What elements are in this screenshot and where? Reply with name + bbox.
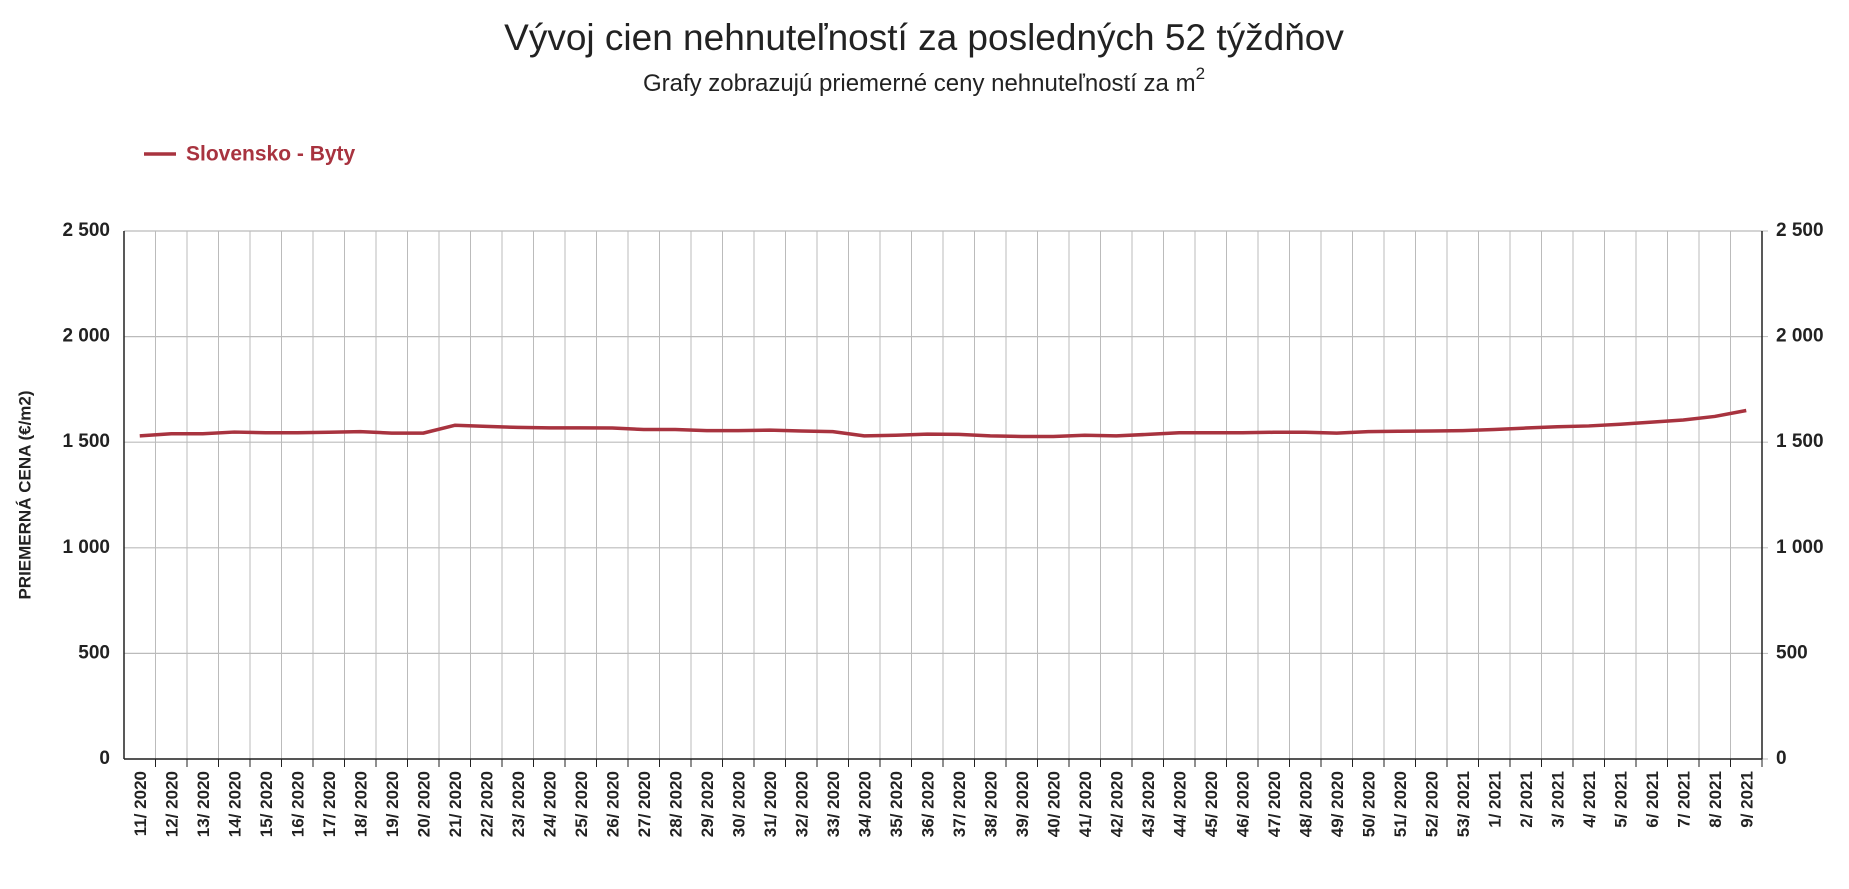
x-tick-label: 5/ 2021	[1611, 771, 1630, 828]
x-tick-label: 40/ 2020	[1044, 771, 1063, 837]
y2-tick-label: 1 000	[1776, 537, 1824, 558]
x-tick-label: 47/ 2020	[1265, 771, 1284, 837]
x-tick-label: 41/ 2020	[1076, 771, 1095, 837]
x-tick-label: 25/ 2020	[572, 771, 591, 837]
x-tick-label: 6/ 2021	[1643, 771, 1662, 828]
y2-tick-label: 2 500	[1776, 220, 1824, 241]
y2-tick-label: 1 500	[1776, 431, 1824, 452]
subtitle-text: Grafy zobrazujú priemerné ceny nehnuteľn…	[643, 70, 1196, 97]
y-tick-label: 500	[78, 642, 110, 663]
x-tick-label: 44/ 2020	[1170, 771, 1189, 837]
x-tick-label: 24/ 2020	[540, 771, 559, 837]
y-tick-label: 1 500	[62, 431, 110, 452]
x-tick-label: 39/ 2020	[1013, 771, 1032, 837]
x-tick-label: 32/ 2020	[792, 771, 811, 837]
x-tick-label: 19/ 2020	[383, 771, 402, 837]
x-tick-label: 45/ 2020	[1202, 771, 1221, 837]
x-tick-label: 15/ 2020	[257, 771, 276, 837]
x-tick-label: 31/ 2020	[761, 771, 780, 837]
chart-subtitle: Grafy zobrazujú priemerné ceny nehnuteľn…	[643, 64, 1205, 97]
data-line	[139, 408, 1747, 439]
x-tick-label: 14/ 2020	[225, 771, 244, 837]
x-tick-label: 30/ 2020	[729, 771, 748, 837]
x-tick-label: 51/ 2020	[1391, 771, 1410, 837]
x-tick-label: 8/ 2021	[1706, 771, 1725, 828]
y-tick-label: 2 500	[62, 220, 110, 241]
x-tick-label: 16/ 2020	[288, 771, 307, 837]
chart-title: Vývoj cien nehnuteľností za posledných 5…	[504, 17, 1344, 58]
x-tick-label: 46/ 2020	[1233, 771, 1252, 837]
x-tick-label: 12/ 2020	[162, 771, 181, 837]
x-tick-label: 52/ 2020	[1422, 771, 1441, 837]
x-tick-label: 21/ 2020	[446, 771, 465, 837]
x-tick-label: 2/ 2021	[1517, 771, 1536, 828]
y-tick-label: 1 000	[62, 537, 110, 558]
x-tick-label: 18/ 2020	[351, 771, 370, 837]
x-tick-label: 13/ 2020	[194, 771, 213, 837]
x-tick-label: 48/ 2020	[1296, 771, 1315, 837]
x-tick-label: 38/ 2020	[981, 771, 1000, 837]
y2-tick-label: 0	[1776, 748, 1787, 769]
y-axis-label: PRIEMERNÁ CENA (€/m2)	[15, 390, 34, 599]
x-tick-label: 23/ 2020	[509, 771, 528, 837]
legend-label: Slovensko - Byty	[186, 143, 356, 166]
x-tick-label: 36/ 2020	[918, 771, 937, 837]
y2-tick-label: 2 000	[1776, 326, 1824, 347]
x-tick-label: 50/ 2020	[1359, 771, 1378, 837]
x-tick-label: 1/ 2021	[1485, 771, 1504, 828]
x-tick-label: 11/ 2020	[131, 771, 150, 836]
x-tick-label: 42/ 2020	[1107, 771, 1126, 837]
x-tick-label: 4/ 2021	[1580, 771, 1599, 828]
x-tick-label: 37/ 2020	[950, 771, 969, 837]
y2-tick-label: 500	[1776, 642, 1808, 663]
x-tick-label: 26/ 2020	[603, 771, 622, 837]
x-tick-label: 43/ 2020	[1139, 771, 1158, 837]
x-tick-label: 22/ 2020	[477, 771, 496, 837]
x-tick-label: 27/ 2020	[635, 771, 654, 837]
x-tick-label: 7/ 2021	[1674, 771, 1693, 828]
x-tick-label: 29/ 2020	[698, 771, 717, 837]
x-tick-label: 33/ 2020	[824, 771, 843, 837]
x-tick-label: 34/ 2020	[855, 771, 874, 837]
y-tick-label: 2 000	[62, 326, 110, 347]
x-tick-label: 17/ 2020	[320, 771, 339, 837]
x-tick-label: 28/ 2020	[666, 771, 685, 837]
x-tick-label: 3/ 2021	[1548, 771, 1567, 828]
x-tick-label: 35/ 2020	[887, 771, 906, 837]
x-tick-label: 20/ 2020	[414, 771, 433, 837]
x-tick-label: 9/ 2021	[1737, 771, 1756, 828]
y-tick-label: 0	[99, 748, 110, 769]
subtitle-superscript: 2	[1196, 64, 1205, 83]
x-tick-label: 49/ 2020	[1328, 771, 1347, 837]
x-tick-label: 53/ 2021	[1454, 771, 1473, 837]
